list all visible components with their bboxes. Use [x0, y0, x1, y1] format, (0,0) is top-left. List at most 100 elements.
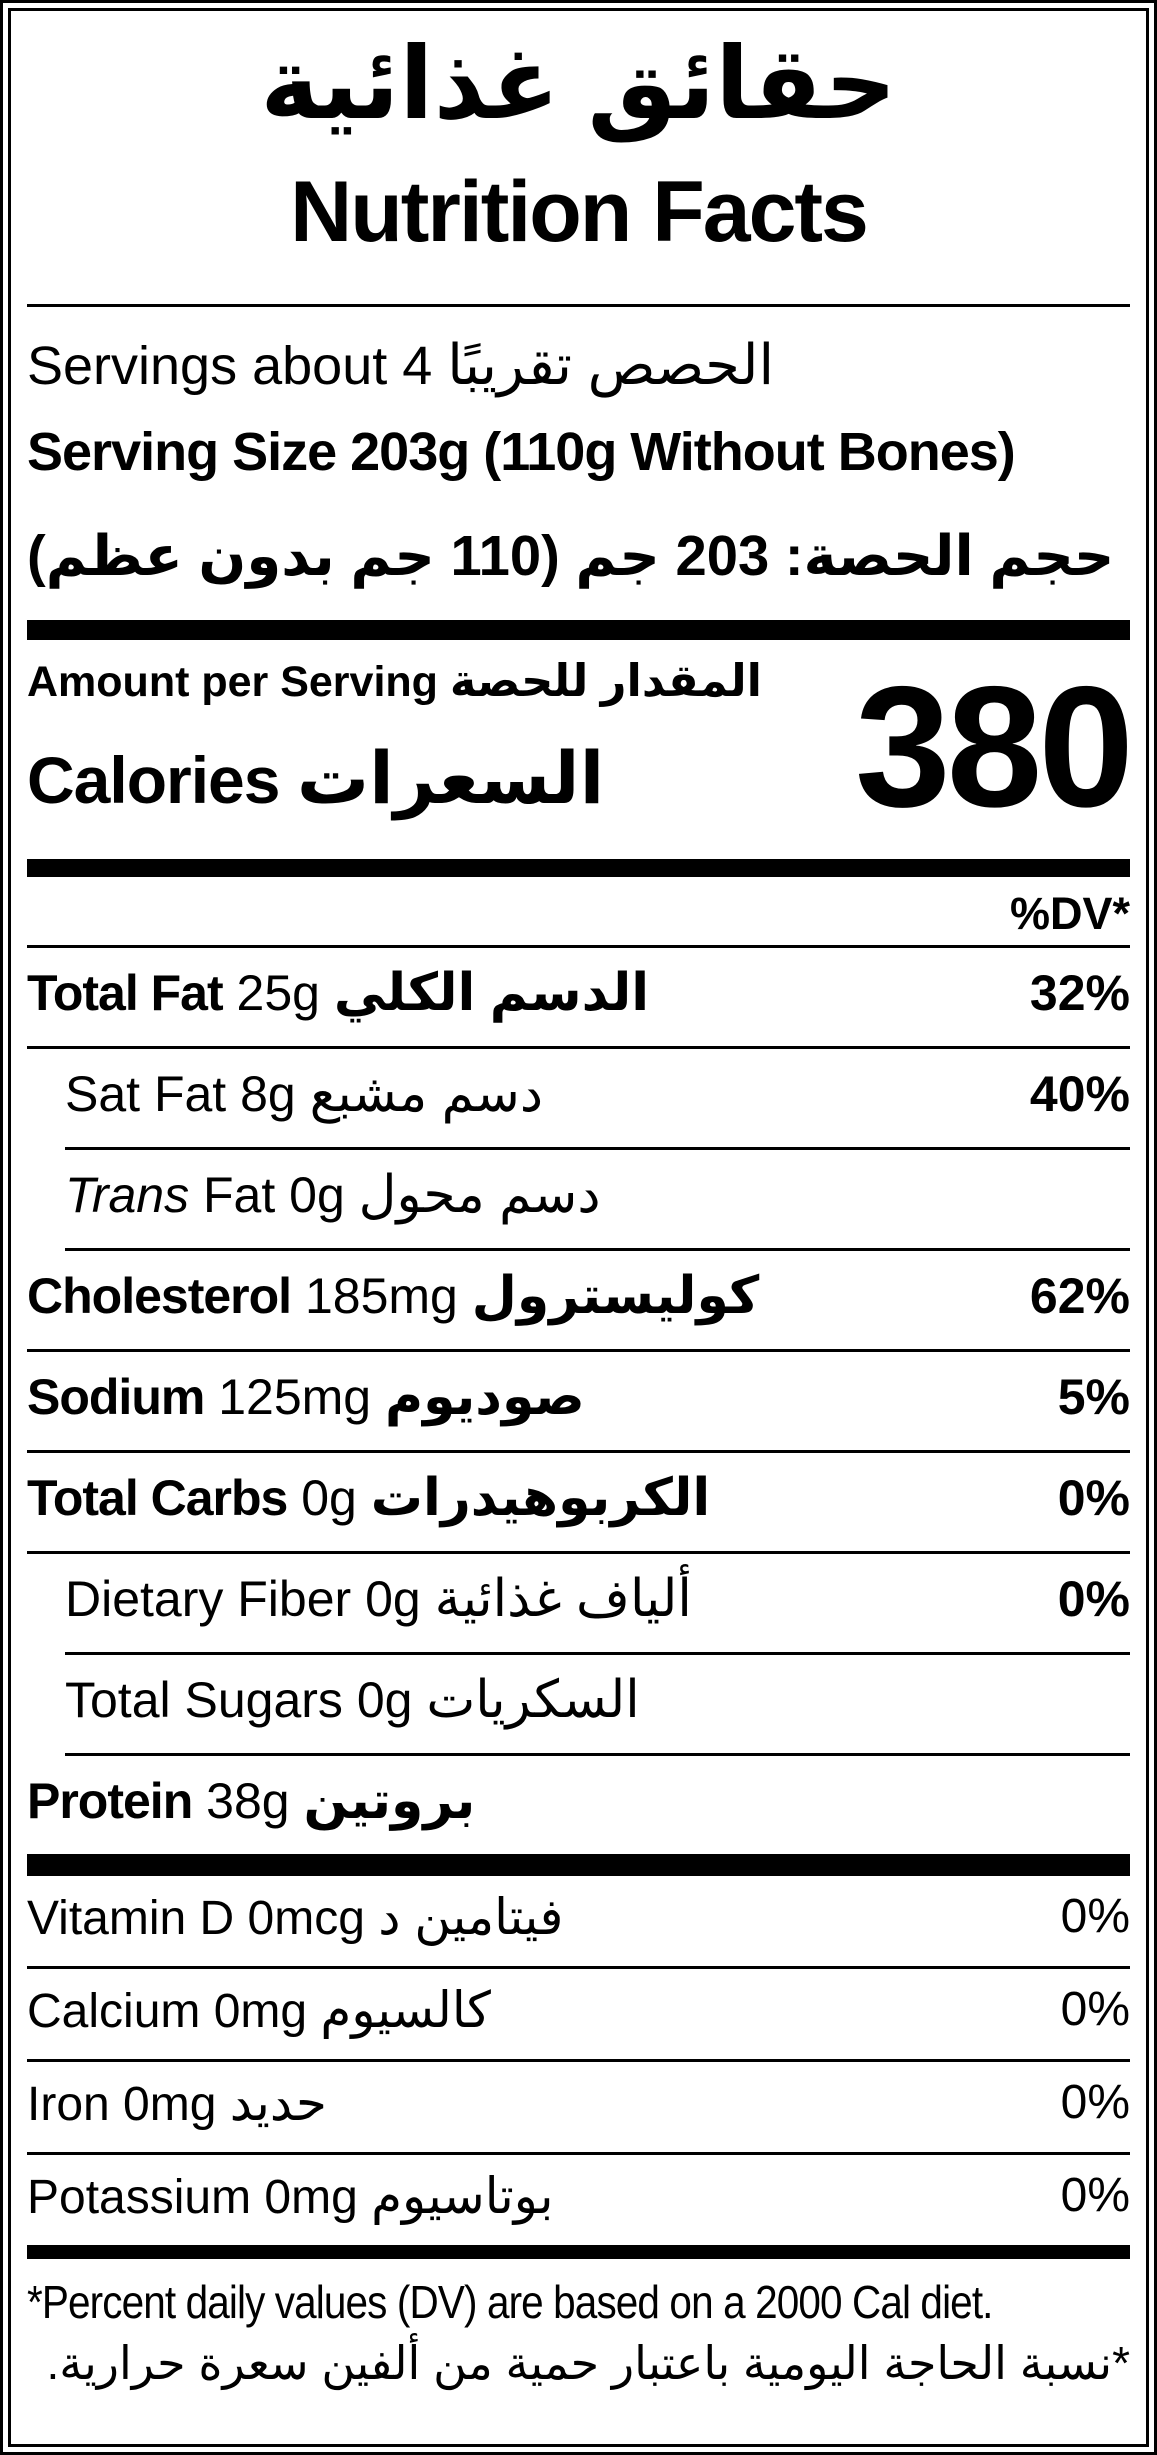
vitamin-name-en: Iron 0mg [27, 2077, 217, 2131]
nutrient-table: Total Fat 25g الدسم الكلي 32% Sat Fat 8g د… [27, 948, 1130, 1854]
nutrient-name-en: Protein [27, 1772, 193, 1829]
nutrient-amount: 38g [206, 1772, 290, 1829]
calories-label-ar: السعرات [296, 738, 605, 819]
title-english: Nutrition Facts [290, 164, 869, 260]
vitamin-dv-percent: 0% [1060, 2168, 1130, 2222]
nutrient-name-en: Cholesterol [27, 1267, 292, 1324]
calories-label: Calories السعرات [27, 714, 762, 845]
nutrient-name-ar: السكريات [426, 1670, 640, 1729]
label-header: حقائق غذائية Nutrition Facts [27, 11, 1130, 262]
footnote-en: *Percent daily values (DV) are based on … [27, 2275, 993, 2328]
divider-bar-thick [27, 858, 1130, 877]
nutrient-name-ar: كوليسترول [471, 1266, 761, 1325]
nutrient-name-ar: ألياف غذائية [434, 1569, 692, 1628]
nutrient-amount: Fat 0g [203, 1166, 345, 1223]
nutrient-amount: Sat Fat 8g [65, 1065, 296, 1122]
nutrient-row: Sat Fat 8g دسم مشبع 40% [65, 1049, 1130, 1150]
nutrient-name-italic: Trans [65, 1166, 190, 1223]
nutrient-label: Cholesterol 185mg كوليسترول [27, 1266, 761, 1325]
vitamin-row: Potassium 0mg بوتاسيوم 0% [27, 2155, 1130, 2245]
nutrient-amount: Dietary Fiber 0g [65, 1570, 421, 1627]
vitamin-row: Vitamin D 0mcg فيتامين د 0% [27, 1876, 1130, 1969]
nutrient-dv-percent: 0% [1057, 1570, 1130, 1627]
serving-size-en: Serving Size 203g (110g Without Bones) [27, 421, 1016, 482]
calories-label-en: Calories [27, 742, 280, 817]
footnote: *Percent daily values (DV) are based on … [27, 2259, 1130, 2395]
divider-thin-rule [27, 303, 1130, 307]
nutrient-row: Total Fat 25g الدسم الكلي 32% [27, 948, 1130, 1049]
calories-value: 380 [855, 650, 1134, 843]
nutrient-dv-percent: 5% [1057, 1368, 1130, 1425]
nutrient-label: Total Carbs 0g الكربوهيدرات [27, 1468, 711, 1527]
vitamin-dv-percent: 0% [1060, 1889, 1130, 1943]
nutrient-amount: 185mg [304, 1267, 458, 1324]
nutrient-name-en: Sodium [27, 1368, 205, 1425]
nutrient-name-ar: دسم مشبع [309, 1064, 543, 1123]
nutrient-row: Trans Fat 0g دسم محول [65, 1150, 1130, 1251]
nutrient-row: Total Carbs 0g الكربوهيدرات 0% [27, 1453, 1130, 1554]
nutrient-name-ar: دسم محول [358, 1165, 601, 1224]
divider-bar-thick [27, 2244, 1130, 2259]
serving-size-ar: حجم الحصة: 203 جم (110 جم بدون عظم) [27, 523, 1115, 587]
title-arabic: حقائق غذائية [260, 28, 897, 140]
nutrient-row: Sodium 125mg صوديوم 5% [27, 1352, 1130, 1453]
nutrient-row: Dietary Fiber 0g ألياف غذائية 0% [65, 1554, 1130, 1655]
servings-per-container: Servings about 4 الحصص تقريبًا [27, 325, 1130, 406]
vitamin-label: Iron 0mg حديد [27, 2076, 327, 2132]
nutrient-label: Protein 38g بروتين [27, 1771, 477, 1830]
vitamin-dv-percent: 0% [1060, 2075, 1130, 2129]
nutrient-amount: 0g [301, 1469, 357, 1526]
vitamin-label: Vitamin D 0mcg فيتامين د [27, 1890, 563, 1946]
divider-bar-thick [27, 619, 1130, 640]
amount-per-serving-ar: المقدار للحصة [449, 656, 762, 706]
nutrient-row: Protein 38g بروتين [27, 1756, 1130, 1854]
vitamin-name-ar: فيتامين د [378, 1888, 564, 1945]
daily-value-header: %DV* [1009, 887, 1130, 939]
vitamin-table: Vitamin D 0mcg فيتامين د 0% Calcium 0mg كا… [27, 1876, 1130, 2245]
vitamin-label: Potassium 0mg بوتاسيوم [27, 2169, 553, 2225]
vitamin-dv-percent: 0% [1060, 1982, 1130, 2036]
nutrient-row: Total Sugars 0g السكريات [65, 1655, 1130, 1756]
footnote-ar: *نسبة الحاجة اليومية باعتبار حمية من ألف… [46, 2336, 1130, 2389]
nutrient-name-ar: الكربوهيدرات [370, 1468, 711, 1527]
nutrient-name-ar: صوديوم [385, 1367, 586, 1426]
nutrient-label: Dietary Fiber 0g ألياف غذائية [65, 1572, 692, 1626]
vitamin-name-ar: حديد [229, 2074, 327, 2131]
nutrient-label: Total Fat 25g الدسم الكلي [27, 963, 650, 1022]
amount-per-serving-en: Amount per Serving [27, 657, 438, 706]
vitamin-name-en: Vitamin D 0mcg [27, 1891, 365, 1945]
vitamin-name-ar: كالسيوم [320, 1981, 491, 2038]
vitamin-name-ar: بوتاسيوم [371, 2167, 554, 2224]
nutrient-label: Sodium 125mg صوديوم [27, 1367, 586, 1426]
servings-text-ar: الحصص تقريبًا [447, 332, 775, 396]
nutrient-row: Cholesterol 185mg كوليسترول 62% [27, 1251, 1130, 1352]
nutrient-amount: 25g [236, 964, 320, 1021]
divider-bar-thick [27, 1853, 1130, 1876]
vitamin-row: Calcium 0mg كالسيوم 0% [27, 1969, 1130, 2062]
amount-per-serving: Amount per Serving المقدار للحصة [27, 650, 762, 714]
vitamin-label: Calcium 0mg كالسيوم [27, 1983, 491, 2039]
divider-thin-rule [27, 944, 1130, 948]
inner-border: حقائق غذائية Nutrition Facts Servings ab… [8, 8, 1149, 2447]
nutrient-label: Total Sugars 0g السكريات [65, 1673, 640, 1727]
nutrient-dv-percent: 32% [1029, 964, 1130, 1021]
nutrient-dv-percent: 40% [1029, 1065, 1130, 1122]
nutrient-label: Sat Fat 8g دسم مشبع [65, 1067, 543, 1121]
calories-section: Amount per Serving المقدار للحصة Calorie… [27, 640, 1134, 859]
nutrient-dv-percent: 0% [1057, 1469, 1130, 1526]
serving-info: Servings about 4 الحصص تقريبًا Serving S… [27, 307, 1130, 614]
vitamin-row: Iron 0mg حديد 0% [27, 2062, 1130, 2155]
nutrient-name-en: Total Fat [27, 964, 224, 1021]
vitamin-name-en: Calcium 0mg [27, 1984, 308, 2038]
nutrient-label: Trans Fat 0g دسم محول [65, 1168, 601, 1222]
nutrient-name-en: Total Carbs [27, 1469, 288, 1526]
nutrient-name-ar: بروتين [303, 1771, 477, 1830]
nutrient-amount: 125mg [218, 1368, 372, 1425]
nutrient-amount: Total Sugars 0g [65, 1671, 413, 1728]
calories-labels: Amount per Serving المقدار للحصة Calorie… [27, 650, 762, 845]
nutrient-dv-percent: 62% [1029, 1267, 1130, 1324]
vitamin-name-en: Potassium 0mg [27, 2170, 358, 2224]
servings-text-en: Servings about 4 [27, 335, 433, 396]
nutrient-name-ar: الدسم الكلي [333, 963, 650, 1022]
